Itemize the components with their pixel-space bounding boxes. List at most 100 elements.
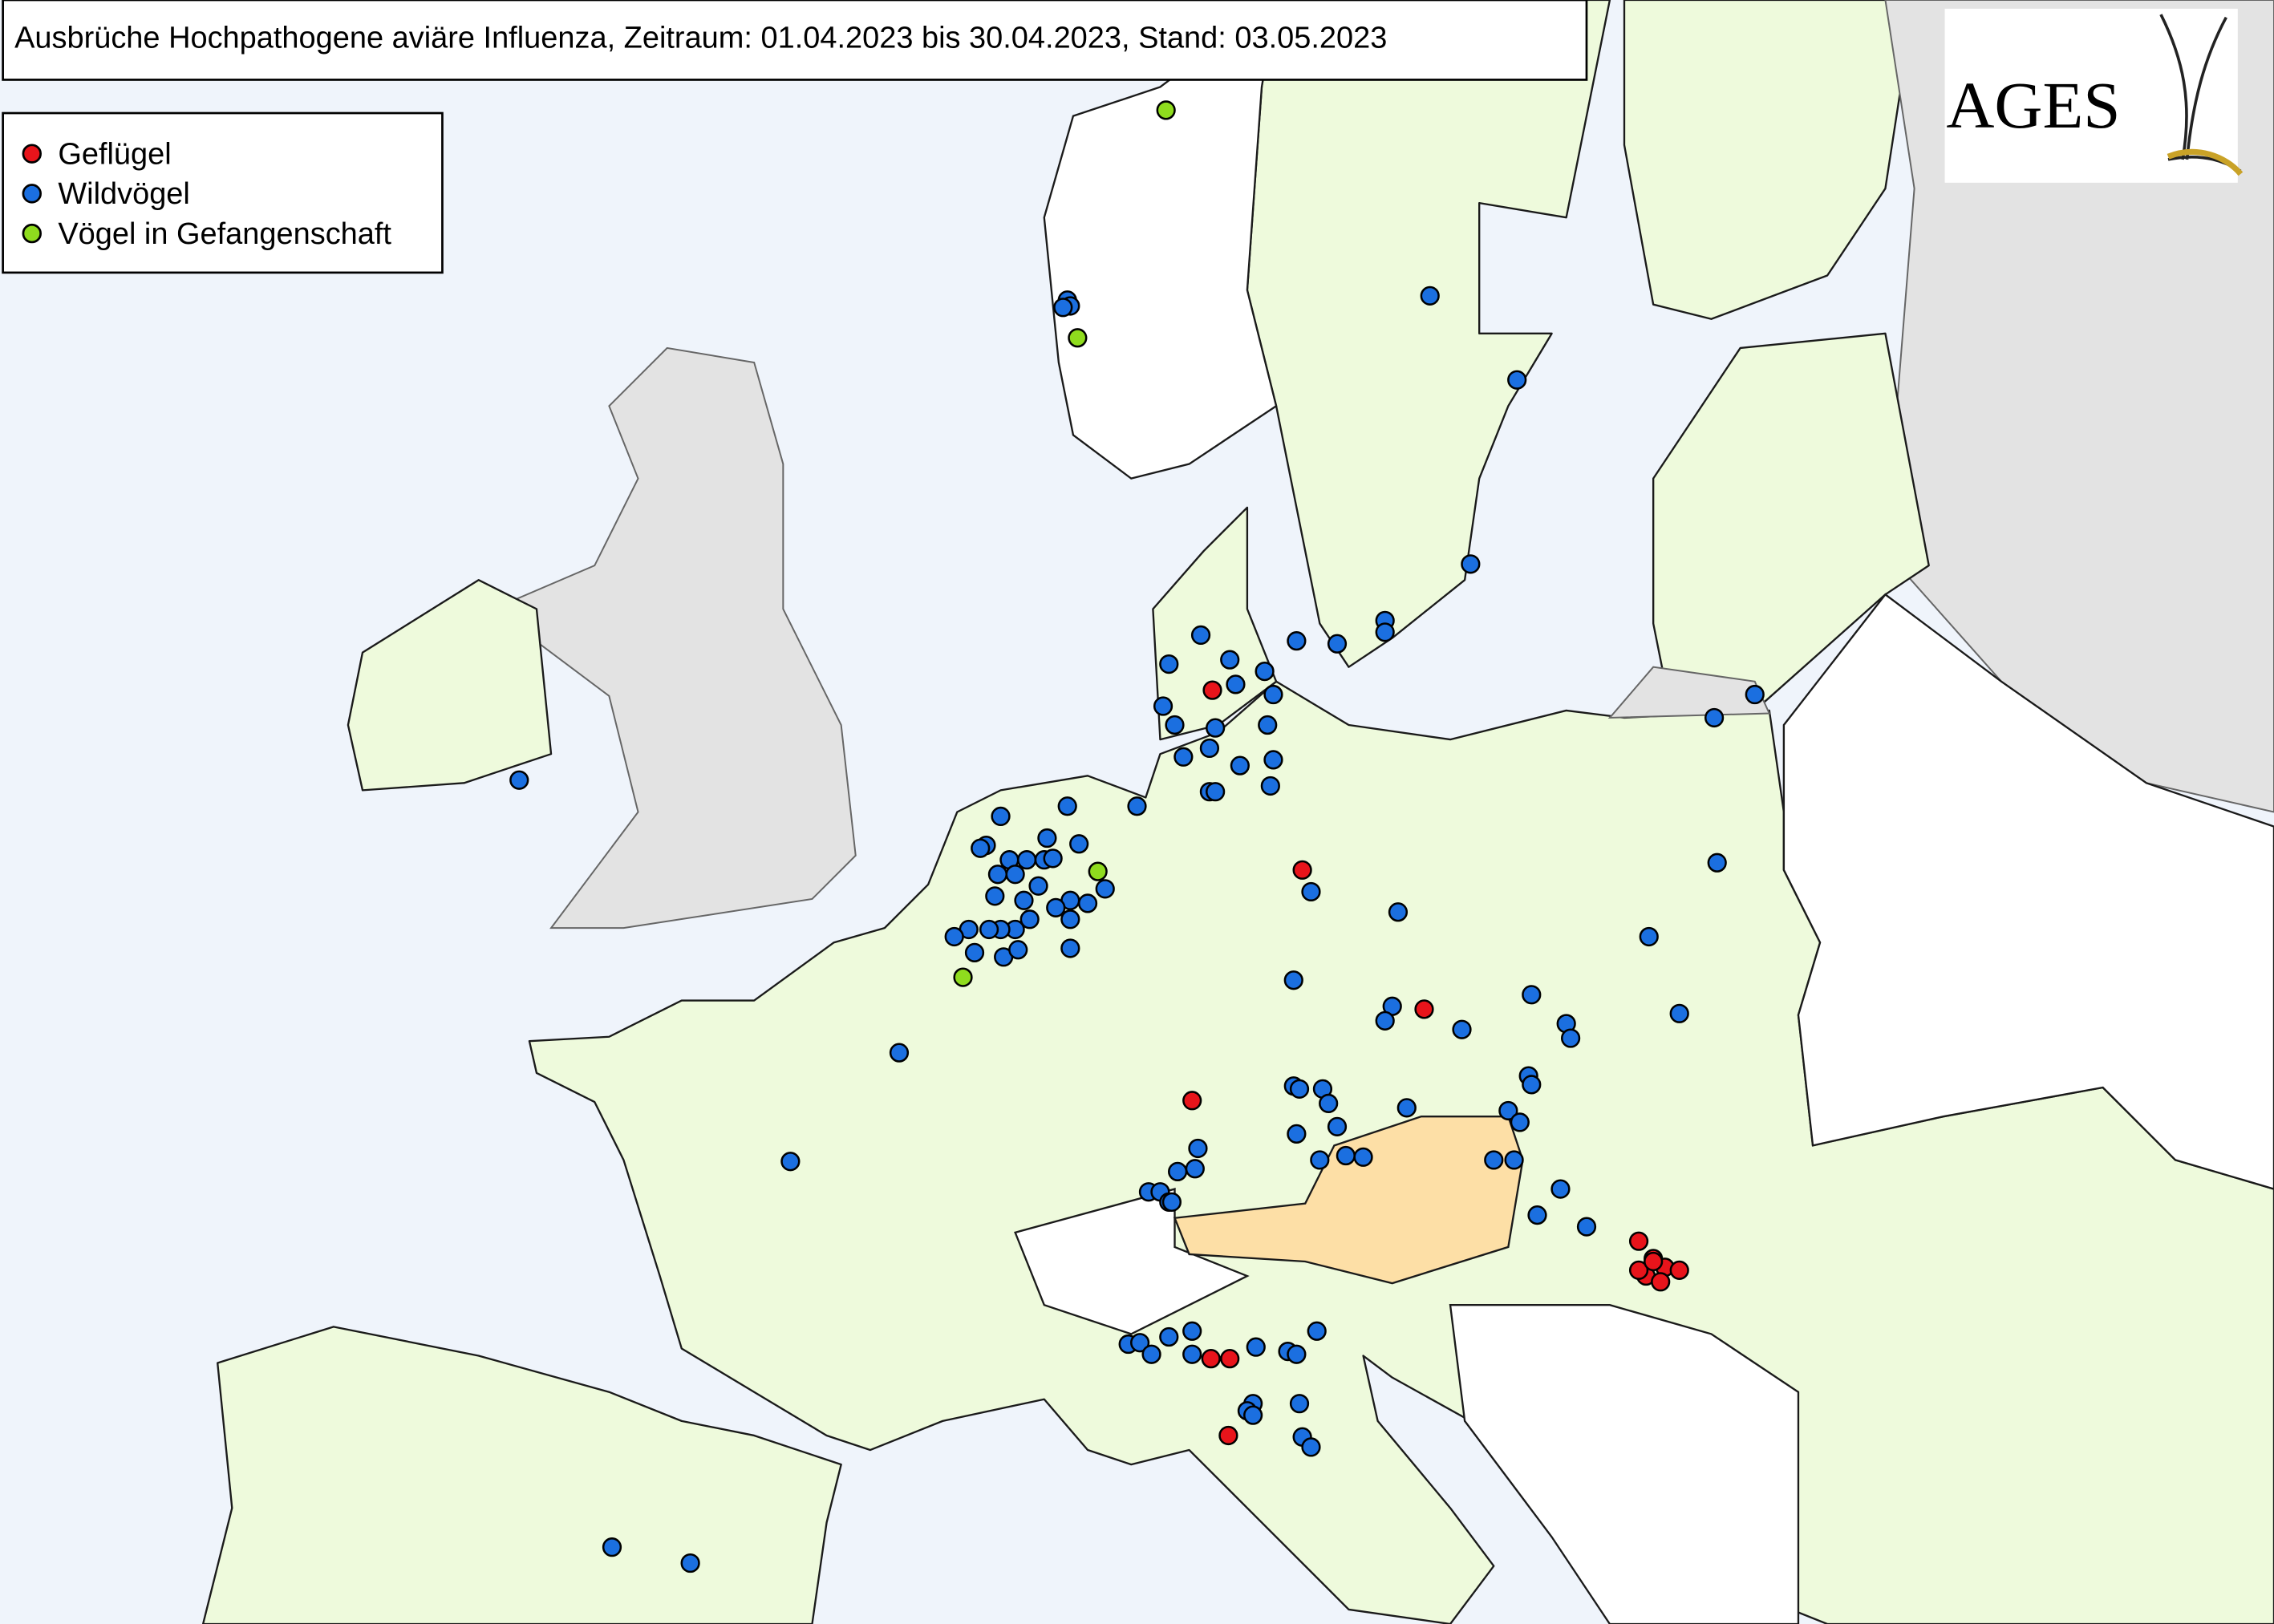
iberia	[201, 1326, 842, 1624]
outbreak-point	[1255, 662, 1275, 682]
outbreak-point	[889, 1043, 910, 1063]
outbreak-point	[1028, 876, 1048, 896]
outbreak-point	[987, 865, 1008, 885]
outbreak-point	[1182, 1091, 1202, 1111]
outbreak-point	[1159, 654, 1179, 674]
outbreak-point	[1068, 328, 1088, 348]
norway	[1043, 0, 1278, 480]
outbreak-point	[1283, 970, 1303, 990]
switzerland	[1014, 1188, 1250, 1335]
outbreak-point	[1057, 796, 1077, 816]
title-box	[2, 0, 1588, 81]
outbreak-point	[1182, 1344, 1202, 1364]
outbreak-point	[1353, 1147, 1373, 1167]
outbreak-point	[979, 919, 999, 940]
outbreak-point	[1388, 902, 1409, 922]
outbreak-point	[509, 770, 529, 790]
outbreak-point	[1263, 684, 1283, 705]
outbreak-point	[1077, 893, 1098, 913]
outbreak-point	[1522, 1075, 1542, 1095]
outbreak-point	[1704, 707, 1725, 728]
logo-swoosh	[2167, 148, 2244, 176]
outbreak-point	[1185, 1159, 1205, 1179]
outbreak-point	[1127, 796, 1147, 816]
outbreak-point	[1287, 1124, 1307, 1144]
outbreak-point	[1510, 1112, 1530, 1132]
outbreak-point	[1188, 1138, 1208, 1159]
outbreak-point	[1043, 848, 1063, 869]
outbreak-point	[1053, 298, 1073, 318]
outbreak-point	[1307, 1321, 1327, 1341]
outbreak-point	[1260, 776, 1280, 796]
outbreak-point	[1550, 1179, 1571, 1199]
outbreak-point	[1289, 1394, 1310, 1414]
outbreak-point	[1504, 1150, 1524, 1170]
outbreak-point	[1527, 1205, 1547, 1225]
outbreak-point	[1230, 755, 1250, 776]
countries	[201, 0, 2274, 1624]
outbreak-point	[1507, 370, 1527, 390]
outbreak-point	[680, 1553, 700, 1573]
legend-box	[2, 111, 444, 274]
outbreak-point	[1560, 1028, 1581, 1048]
outbreak-point	[1289, 1079, 1310, 1099]
outbreak-point	[602, 1537, 622, 1557]
outbreak-point	[1707, 852, 1727, 873]
belarus-ukraine	[1782, 593, 2274, 1190]
outbreak-point	[1206, 718, 1226, 738]
outbreak-point	[1060, 909, 1080, 929]
outbreak-point	[1522, 985, 1542, 1005]
outbreak-point	[953, 967, 973, 987]
ireland	[347, 579, 553, 792]
outbreak-point	[1161, 1192, 1182, 1212]
balkans	[1449, 1304, 1800, 1624]
outbreak-point	[1182, 1321, 1202, 1341]
outbreak-point	[1156, 100, 1176, 120]
outbreak-point	[944, 926, 964, 947]
outbreak-point	[971, 838, 991, 858]
legend-label: Wildvögel	[58, 177, 190, 211]
outbreak-point	[1005, 865, 1025, 885]
outbreak-point	[1327, 1116, 1348, 1136]
legend-marker	[22, 184, 42, 204]
outbreak-point	[1243, 1405, 1263, 1425]
outbreak-point	[1141, 1344, 1161, 1364]
legend-label: Geflügel	[58, 137, 171, 171]
outbreak-point	[1037, 828, 1057, 848]
outbreak-point	[1292, 860, 1312, 880]
outbreak-point	[1201, 1349, 1221, 1369]
outbreak-point	[1014, 890, 1034, 910]
outbreak-point	[1301, 881, 1321, 902]
outbreak-point	[1644, 1251, 1664, 1272]
outbreak-point	[1639, 926, 1659, 947]
denmark	[1152, 506, 1278, 741]
outbreak-point	[1206, 782, 1226, 802]
outbreak-point	[1576, 1217, 1597, 1237]
outbreak-point	[1246, 1337, 1266, 1357]
outbreak-point	[1327, 634, 1348, 654]
great-britain	[491, 346, 857, 929]
legend: Geflügel Wildvögel Vögel in Gefangenschaft	[22, 137, 391, 251]
outbreak-point	[1173, 747, 1194, 767]
outbreak-point	[1375, 1010, 1395, 1031]
outbreak-point	[1258, 715, 1278, 735]
outbreak-point	[1159, 1326, 1179, 1347]
outbreak-point	[1218, 1425, 1238, 1446]
outbreak-point	[991, 806, 1011, 827]
outbreak-point	[1287, 1344, 1307, 1364]
outbreak-point	[1452, 1019, 1472, 1039]
outbreak-point	[1165, 715, 1185, 735]
outbreak-point	[1628, 1231, 1649, 1251]
outbreak-point	[1498, 1100, 1518, 1121]
outbreak-point	[1199, 738, 1220, 759]
outbreak-point	[1168, 1161, 1188, 1182]
outbreak-point	[1220, 650, 1240, 670]
outbreaks	[509, 100, 1765, 1573]
outbreak-point	[1263, 750, 1283, 770]
outbreak-point	[780, 1152, 801, 1172]
outbreak-point	[1461, 554, 1481, 574]
outbreak-point	[1745, 684, 1765, 705]
outbreak-point	[1088, 861, 1108, 881]
outbreak-point	[1669, 1260, 1689, 1280]
